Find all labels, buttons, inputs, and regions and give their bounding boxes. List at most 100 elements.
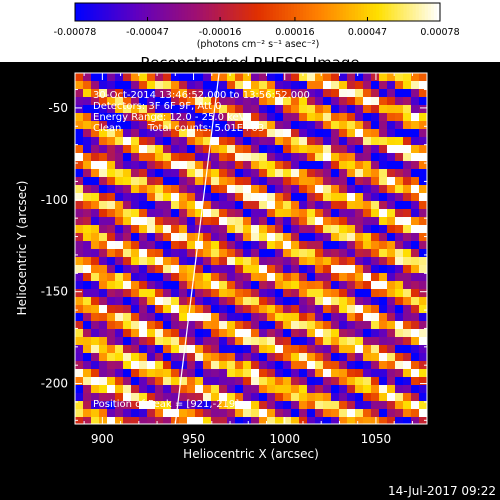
heatmap-cell: [139, 385, 148, 394]
heatmap-cell: [363, 121, 372, 130]
heatmap-cell: [195, 105, 204, 114]
heatmap-cell: [155, 73, 164, 82]
heatmap-cell: [99, 193, 108, 202]
heatmap-cell: [307, 401, 316, 410]
heatmap-cell: [227, 329, 236, 338]
heatmap-cell: [291, 257, 300, 266]
heatmap-cell: [75, 257, 84, 266]
heatmap-cell: [315, 417, 324, 424]
colorbar-segment: [217, 3, 222, 21]
heatmap-cell: [99, 329, 108, 338]
heatmap-cell: [227, 321, 236, 330]
heatmap-cell: [395, 257, 404, 266]
heatmap-cell: [219, 241, 228, 250]
heatmap-cell: [91, 353, 100, 362]
heatmap-cell: [259, 73, 268, 82]
heatmap-cell: [187, 257, 196, 266]
heatmap-cell: [203, 289, 212, 298]
heatmap-cell: [219, 105, 228, 114]
heatmap-cell: [187, 113, 196, 122]
colorbar-segment: [193, 3, 198, 21]
heatmap-cell: [99, 201, 108, 210]
heatmap-cell: [155, 177, 164, 186]
heatmap-cell: [115, 241, 124, 250]
heatmap-cell: [379, 161, 388, 170]
heatmap-cell: [275, 369, 284, 378]
heatmap-cell: [387, 97, 396, 106]
heatmap-cell: [123, 361, 132, 370]
heatmap-cell: [347, 249, 356, 258]
colorbar-segment: [224, 3, 228, 21]
heatmap-cell: [107, 81, 116, 90]
heatmap-cell: [99, 145, 108, 154]
heatmap-cell: [331, 121, 340, 130]
heatmap-cell: [291, 289, 300, 298]
heatmap-cell: [155, 289, 164, 298]
heatmap-cell: [227, 313, 236, 322]
heatmap-cell: [147, 417, 156, 424]
heatmap-cell: [219, 225, 228, 234]
heatmap-cell: [379, 129, 388, 138]
heatmap-cell: [315, 105, 324, 114]
heatmap-cell: [147, 169, 156, 178]
heatmap-cell: [267, 225, 276, 234]
heatmap-cell: [267, 81, 276, 90]
heatmap-cell: [331, 137, 340, 146]
heatmap-cell: [339, 409, 348, 418]
heatmap-cell: [115, 233, 124, 242]
heatmap-cell: [131, 329, 140, 338]
heatmap-cell: [115, 297, 124, 306]
colorbar-segment: [184, 3, 189, 21]
heatmap-cell: [83, 233, 92, 242]
heatmap-cell: [323, 289, 332, 298]
heatmap-cell: [339, 321, 348, 330]
heatmap-cell: [251, 353, 260, 362]
colorbar-segment: [172, 3, 176, 21]
heatmap-cell: [171, 353, 180, 362]
heatmap-cell: [419, 113, 427, 122]
heatmap-cell: [379, 401, 388, 410]
heatmap-cell: [251, 241, 260, 250]
heatmap-cell: [323, 329, 332, 338]
heatmap-cell: [259, 177, 268, 186]
heatmap-cell: [195, 385, 204, 394]
heatmap-cell: [307, 217, 316, 226]
heatmap-cell: [331, 169, 340, 178]
heatmap-cell: [307, 417, 316, 424]
heatmap-cell: [307, 161, 316, 170]
heatmap-cell: [243, 209, 252, 218]
heatmap-cell: [323, 89, 332, 98]
heatmap-cell: [419, 281, 427, 290]
heatmap-cell: [203, 201, 212, 210]
heatmap-cell: [251, 233, 260, 242]
heatmap-cell: [355, 377, 364, 386]
colorbar-segment: [227, 3, 231, 21]
heatmap-cell: [131, 409, 140, 418]
heatmap-cell: [331, 89, 340, 98]
heatmap-cell: [411, 313, 420, 322]
heatmap-cell: [83, 97, 92, 106]
heatmap-cell: [203, 305, 212, 314]
heatmap-cell: [131, 369, 140, 378]
heatmap-cell: [171, 401, 180, 410]
heatmap-cell: [187, 185, 196, 194]
heatmap-cell: [107, 313, 116, 322]
heatmap-cell: [419, 409, 427, 418]
heatmap-cell: [219, 401, 228, 410]
heatmap-cell: [411, 121, 420, 130]
heatmap-cell: [195, 129, 204, 138]
heatmap-cell: [227, 401, 236, 410]
heatmap-cell: [171, 177, 180, 186]
heatmap-cell: [323, 97, 332, 106]
heatmap-cell: [403, 137, 412, 146]
heatmap-cell: [355, 361, 364, 370]
heatmap-cell: [243, 273, 252, 282]
colorbar-segment: [105, 3, 110, 21]
heatmap-cell: [131, 361, 140, 370]
heatmap-cell: [387, 329, 396, 338]
heatmap-cell: [339, 377, 348, 386]
colorbar-segment: [108, 3, 113, 21]
heatmap-cell: [307, 145, 316, 154]
heatmap-cell: [283, 129, 292, 138]
heatmap-cell: [195, 153, 204, 162]
